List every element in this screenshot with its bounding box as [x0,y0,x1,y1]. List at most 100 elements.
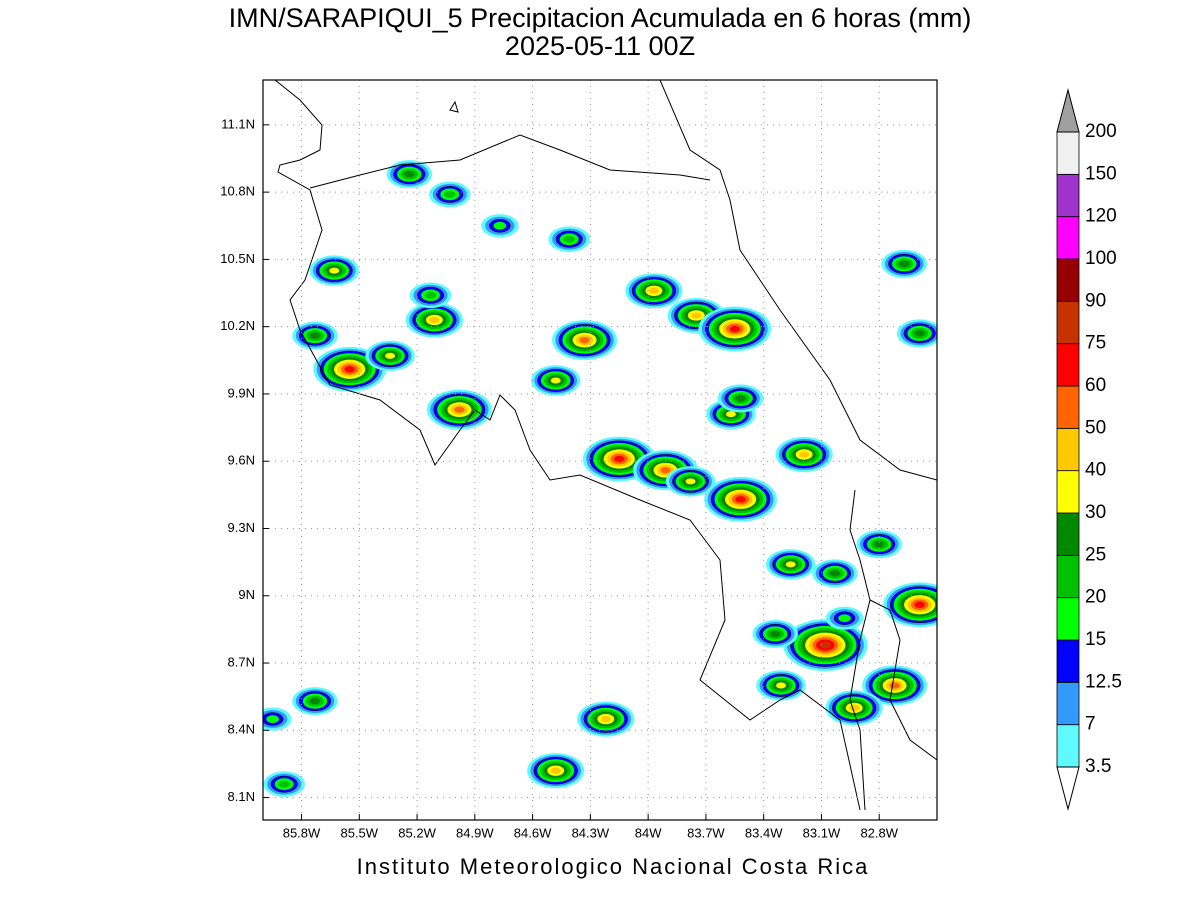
y-tick-label: 9.9N [228,385,255,400]
colorbar-bin [1056,597,1080,641]
precip-cell [577,701,635,737]
colorbar-bin [1056,343,1080,387]
y-tick-label: 10.5N [220,251,255,266]
contour [266,715,279,723]
x-tick-label: 84.3W [572,825,610,840]
precip-cell [481,214,519,238]
contour [424,291,437,299]
contour [735,395,746,402]
precip-cell [365,340,415,372]
y-tick-label: 9.3N [228,520,255,535]
contour [914,330,925,337]
colorbar-label: 60 [1085,375,1106,396]
x-tick-label: 82.8W [860,825,898,840]
contour [493,221,507,230]
coast-caribbean [659,80,937,481]
colorbar-bin [1056,258,1080,302]
contour [344,366,355,373]
colorbar-label: 40 [1085,460,1106,481]
contour [278,780,290,788]
border-panama [849,489,871,811]
x-tick-label: 83.7W [687,825,725,840]
precip-cell [783,619,868,672]
colorbar-bin [1056,131,1080,175]
precip-cell [625,273,683,309]
y-tick-label: 10.8N [220,184,255,199]
precip-cell [386,160,433,189]
colorbar-bin [1056,173,1080,218]
precip-cell [881,249,928,278]
precip-cell [405,302,463,338]
contour [385,352,396,359]
colorbar-bin [1056,554,1080,599]
contour [819,641,831,649]
contour [685,478,696,485]
x-tick-label: 85.5W [340,825,378,840]
contour [726,411,736,418]
colorbar-label: 25 [1085,544,1106,565]
contour [691,312,702,319]
precip-cell [752,619,798,648]
contour [899,260,910,268]
contour [579,336,590,344]
island [449,100,459,113]
map-frame [262,79,938,821]
colorbar-over [1056,88,1080,133]
contour [444,190,456,198]
colorbar-under [1056,766,1080,811]
map-subtitle: 2025-05-11 00Z [505,31,695,61]
colorbar-label: 3.5 [1085,756,1111,777]
colorbar-label: 200 [1085,121,1117,142]
x-tick-label: 83.4W [745,825,783,840]
x-tick-label: 84.9W [456,825,494,840]
contour [729,325,740,333]
precip-cell [812,559,858,588]
precip-cell [698,306,772,352]
contour [735,496,746,503]
contour [550,767,561,774]
colorbar-label: 75 [1085,333,1106,354]
contour [309,332,321,339]
contour [889,682,900,689]
colorbar: 3.5 7 12.5 15 20 25 30 40 50 60 75 90 100 120 150 200 [1056,88,1122,811]
y-tick-label: 8.1N [228,789,255,804]
contour [550,377,561,384]
x-tick-label: 84.6W [514,825,552,840]
colorbar-label: 50 [1085,417,1106,438]
x-tick-label: 85.8W [283,825,321,840]
contour [429,316,440,324]
colorbar-label: 30 [1085,502,1106,523]
contour [600,715,611,723]
contour [769,630,781,638]
contour [829,570,841,577]
precip-cell [552,320,618,361]
colorbar-bin [1056,512,1080,556]
contour [799,451,810,458]
contour [838,614,851,623]
precip-cell [704,476,777,522]
contour [914,601,925,608]
precip-cell [292,321,338,350]
precip-cell [263,771,305,797]
y-tick-label: 9N [238,587,255,602]
contour [660,467,671,474]
x-tick-label: 83.1W [803,825,841,840]
contour [776,682,786,689]
precip-cell [263,707,292,731]
map-footer: Instituto Meteorologico Nacional Costa R… [357,854,870,879]
axes: 85.8W 85.5W 85.2W 84.9W 84.6W 84.3W 84W 83.7W 83… [220,80,937,840]
contour [563,235,575,243]
precip-cell [548,226,590,253]
x-tick-label: 85.2W [398,825,436,840]
colorbar-bin [1056,300,1080,345]
contour [614,455,625,463]
map-title: IMN/SARAPIQUI_5 Precipitacion Acumulada … [229,3,972,33]
colorbar-label: 12.5 [1085,671,1122,692]
colorbar-bin [1056,639,1080,683]
precip-cell [775,436,833,473]
precip-cell [531,365,581,396]
precip-cell [717,384,764,413]
precip-cell [527,753,585,789]
colorbar-label: 100 [1085,248,1117,269]
colorbar-bin [1056,470,1080,514]
